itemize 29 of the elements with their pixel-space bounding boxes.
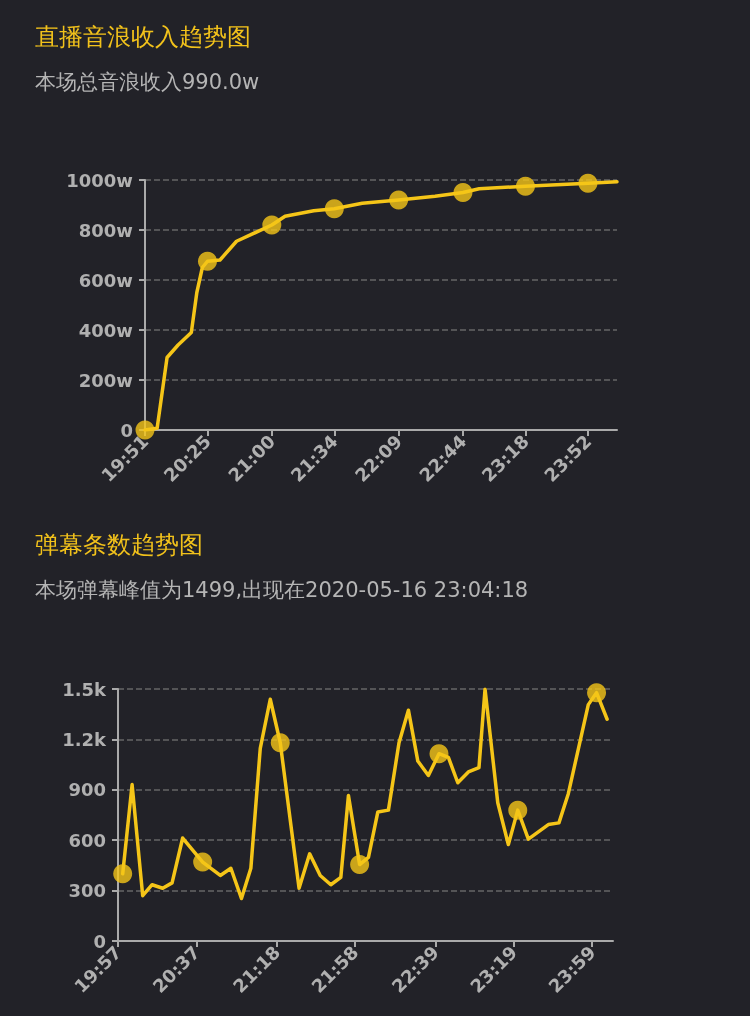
point: [350, 855, 370, 875]
point: [587, 683, 607, 703]
point: [198, 251, 217, 271]
point: [429, 744, 449, 764]
point: [578, 173, 598, 193]
y-tick-label: 800w: [78, 219, 133, 241]
point: [193, 852, 213, 872]
y-tick-label: 0: [120, 419, 133, 441]
y-tick-label: 300: [68, 880, 106, 902]
point: [508, 800, 528, 820]
y-tick-label: 1.5k: [62, 678, 108, 700]
point: [270, 733, 290, 753]
y-tick-label: 1000w: [66, 169, 133, 191]
point: [453, 183, 473, 202]
chart-title: 弹幕条数趋势图: [35, 531, 203, 559]
y-tick-label: 600w: [78, 269, 133, 291]
point: [389, 190, 409, 210]
point: [113, 864, 133, 884]
y-tick-label: 900: [68, 779, 106, 801]
chart-subtitle: 本场总音浪收入990.0w: [35, 69, 260, 94]
chart-subtitle: 本场弹幕峰值为1499,出现在2020-05-16 23:04:18: [35, 577, 529, 602]
point: [262, 215, 282, 235]
y-tick-label: 400w: [78, 319, 133, 341]
point: [324, 199, 344, 219]
y-tick-label: 600: [68, 829, 106, 851]
y-tick-label: 200w: [78, 369, 133, 391]
chart-title: 直播音浪收入趋势图: [35, 23, 251, 51]
y-tick-label: 1.2k: [62, 728, 108, 750]
point: [515, 176, 535, 196]
